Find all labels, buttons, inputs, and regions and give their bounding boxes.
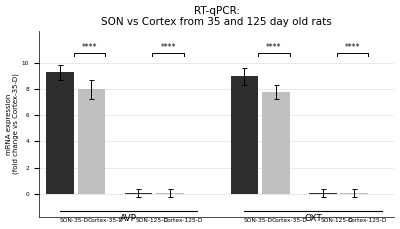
Bar (230, 76, 258, 194)
Bar (156, 193, 184, 194)
Bar (340, 193, 368, 194)
Text: ****: **** (82, 43, 98, 52)
Text: ****: **** (344, 43, 360, 52)
Bar (309, 193, 336, 194)
Bar (125, 193, 152, 194)
Bar (46, 72, 74, 194)
Title: RT-qPCR:
SON vs Cortex from 35 and 125 day old rats: RT-qPCR: SON vs Cortex from 35 and 125 d… (101, 5, 332, 27)
Text: AVP: AVP (120, 214, 137, 223)
Text: ****: **** (160, 43, 176, 52)
Text: OXT: OXT (304, 214, 322, 223)
Y-axis label: mRNA expression
(fold change vs Cortex-35-D): mRNA expression (fold change vs Cortex-3… (6, 74, 19, 174)
Bar (78, 89, 105, 194)
Text: ****: **** (266, 43, 282, 52)
Bar (262, 92, 290, 194)
